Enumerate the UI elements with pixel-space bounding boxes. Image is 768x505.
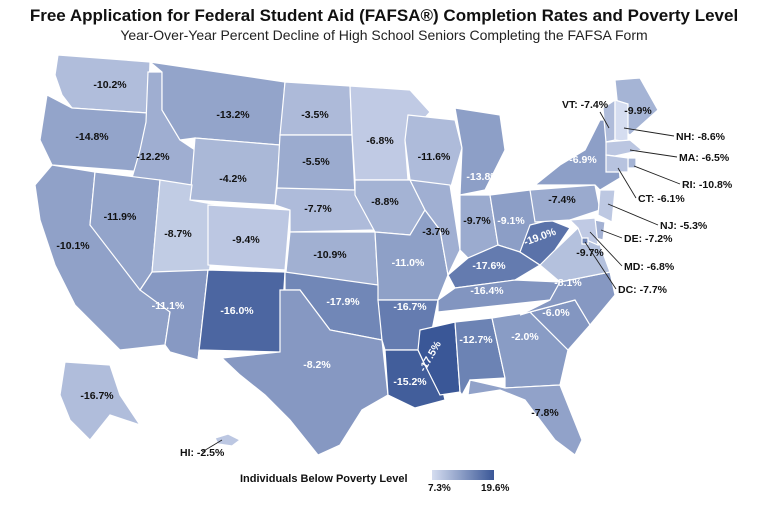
state-ct <box>605 154 629 173</box>
callout-line-nj <box>607 203 659 226</box>
state-label-mt: -13.2% <box>216 109 250 121</box>
legend-min-label: 7.3% <box>428 483 451 494</box>
state-label-nc: -8.1% <box>554 277 582 289</box>
state-label-ne: -7.7% <box>304 203 332 215</box>
callout-label-dc: DC: -7.7% <box>618 284 668 296</box>
callout-label-nj: NJ: -5.3% <box>660 220 708 232</box>
state-label-sc: -6.0% <box>542 307 570 319</box>
callout-line-md <box>589 231 623 267</box>
state-label-pa: -7.4% <box>548 194 576 206</box>
state-label-ga: -2.0% <box>511 331 539 343</box>
state-hi <box>214 433 242 447</box>
state-label-al: -12.7% <box>459 334 493 346</box>
map-subtitle: Year-Over-Year Percent Decline of High S… <box>120 27 648 43</box>
state-label-me: -9.9% <box>624 105 652 117</box>
callout-label-vt: VT: -7.4% <box>562 99 609 111</box>
callout-label-ma: MA: -6.5% <box>679 152 730 164</box>
callout-line-ri <box>633 165 681 185</box>
state-label-la: -15.2% <box>393 376 427 388</box>
state-label-nd: -3.5% <box>301 109 329 121</box>
state-label-ut: -8.7% <box>164 228 192 240</box>
state-label-or: -14.8% <box>75 131 109 143</box>
state-label-co: -9.4% <box>232 234 260 246</box>
state-pa <box>529 184 601 223</box>
state-label-il: -3.7% <box>422 226 450 238</box>
callout-leader-lines <box>201 111 681 453</box>
state-dc <box>581 237 589 245</box>
state-label-nv: -11.9% <box>104 211 137 223</box>
state-value-labels: -10.2% -14.8% -10.1% -12.2% -11.9% -13.2% -4.2… <box>56 79 652 419</box>
state-label-ar: -16.7% <box>393 301 427 313</box>
state-label-ca: -10.1% <box>56 240 90 252</box>
callout-label-md: MD: -6.8% <box>624 261 675 273</box>
state-label-ks: -10.9% <box>313 249 347 261</box>
state-mn <box>349 85 431 181</box>
state-label-nm: -16.0% <box>220 305 254 317</box>
state-label-mi: -13.8% <box>466 171 500 183</box>
state-label-mo: -11.0% <box>392 257 425 269</box>
state-label-wy: -4.2% <box>219 173 247 185</box>
state-label-wa: -10.2% <box>93 79 127 91</box>
state-fl <box>467 379 583 456</box>
state-label-mn: -6.8% <box>366 135 394 147</box>
state-wy <box>189 137 281 206</box>
callout-line-de <box>600 229 623 239</box>
state-label-ia: -8.8% <box>371 196 399 208</box>
state-label-az: -11.1% <box>152 300 185 312</box>
callout-line-vt <box>599 111 610 129</box>
legend-max-label: 19.6% <box>481 483 510 494</box>
state-label-in: -9.7% <box>463 215 491 227</box>
map-title: Free Application for Federal Student Aid… <box>29 6 739 25</box>
state-label-oh: -9.1% <box>497 215 525 227</box>
state-label-sd: -5.5% <box>302 156 330 168</box>
state-shapes <box>34 54 659 456</box>
callout-label-ri: RI: -10.8% <box>682 179 733 191</box>
state-ak <box>59 361 142 441</box>
legend-title: Individuals Below Poverty Level <box>240 473 408 485</box>
state-label-fl: -7.8% <box>531 407 559 419</box>
state-nm <box>197 269 286 361</box>
state-co <box>207 204 291 271</box>
state-tx <box>220 289 389 456</box>
callout-line-ct <box>617 167 637 199</box>
callout-label-hi: HI: -2.5% <box>180 447 225 459</box>
callout-label-nh: NH: -8.6% <box>676 131 726 143</box>
state-ma <box>605 139 644 157</box>
state-label-ok: -17.9% <box>326 296 360 308</box>
state-mi <box>454 107 506 196</box>
state-label-id: -12.2% <box>136 151 170 163</box>
state-label-va: -9.7% <box>576 247 604 259</box>
callout-label-ct: CT: -6.1% <box>638 193 685 205</box>
state-label-tx: -8.2% <box>303 359 331 371</box>
callout-label-de: DE: -7.2% <box>624 233 673 245</box>
callout-line-hi <box>201 439 223 453</box>
callout-line-nh <box>623 127 675 137</box>
state-md <box>568 217 599 246</box>
state-label-ny: -6.9% <box>569 154 597 166</box>
legend-gradient-bar <box>432 470 494 480</box>
callout-line-dc <box>584 241 617 290</box>
state-label-tn: -16.4% <box>470 285 504 297</box>
state-label-ky: -17.6% <box>472 260 506 272</box>
callout-labels: VT: -7.4% NH: -8.6% MA: -6.5% RI: -10.8% CT:… <box>180 99 733 459</box>
state-label-wi: -11.6% <box>418 151 451 163</box>
state-nj <box>597 189 616 223</box>
callout-line-ma <box>629 149 678 158</box>
state-label-ak: -16.7% <box>80 390 114 402</box>
